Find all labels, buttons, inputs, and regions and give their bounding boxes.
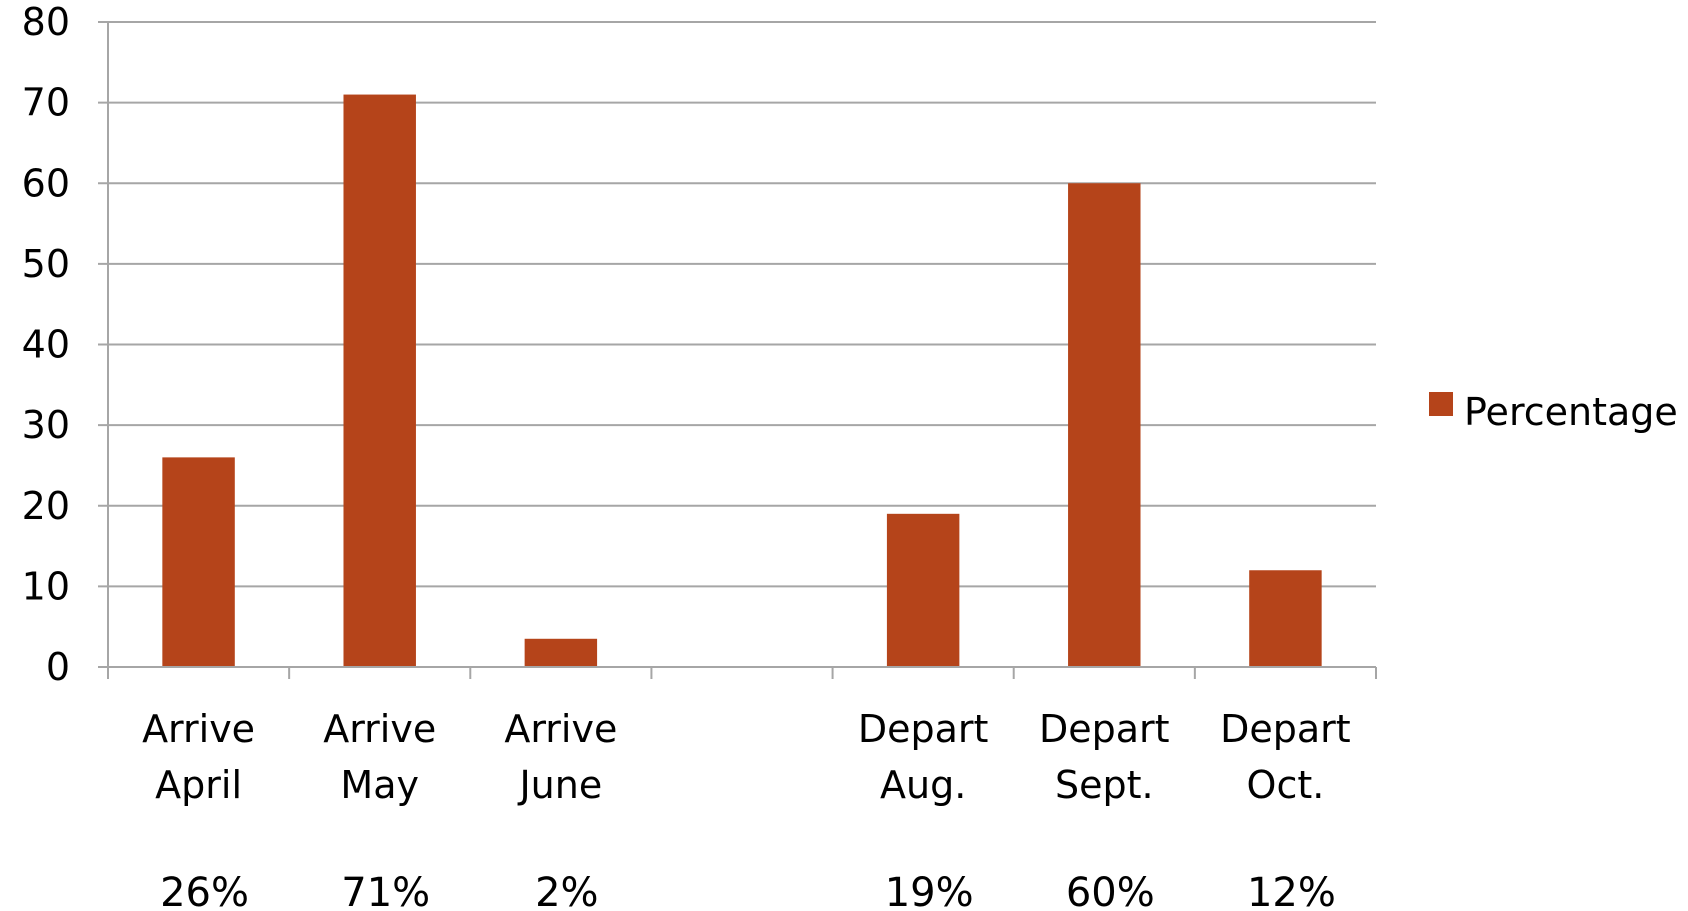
percentage-label: 19%	[885, 870, 974, 911]
x-category-label: Depart Oct.	[1220, 707, 1351, 807]
percentage-label: 71%	[341, 870, 430, 911]
x-category-label: Depart Sept.	[1039, 707, 1170, 807]
x-category-label: Arrive June	[504, 707, 617, 807]
percentage-label: 2%	[535, 870, 598, 911]
y-tick-label: 10	[22, 564, 70, 608]
bar	[162, 457, 235, 667]
bar	[886, 513, 960, 667]
bar	[343, 94, 416, 667]
legend-label: Percentage	[1464, 390, 1678, 434]
y-tick-label: 40	[22, 323, 70, 367]
gridlines	[108, 21, 1376, 588]
percentage-labels: 26% 71% 2% 19% 60% 12%	[160, 870, 1336, 911]
x-category-label: Arrive May	[323, 707, 436, 807]
y-tick-label: 30	[22, 403, 70, 447]
y-tick-label: 70	[22, 81, 70, 125]
y-tick-label: 50	[22, 242, 70, 286]
y-tick-label: 60	[22, 161, 70, 205]
bars	[162, 94, 1322, 667]
x-category-label: Depart Aug.	[858, 707, 989, 807]
legend-swatch	[1429, 392, 1453, 416]
bar	[1068, 183, 1141, 667]
legend: Percentage	[1429, 390, 1678, 434]
bar	[1249, 570, 1322, 667]
axes	[107, 22, 1377, 679]
y-tick-label: 20	[22, 484, 70, 528]
y-tick-label: 0	[46, 645, 70, 689]
x-axis-labels: Arrive April Arrive May Arrive June Depart Aug.…	[142, 707, 1351, 807]
percentage-label: 12%	[1247, 870, 1336, 911]
percentage-label: 60%	[1066, 870, 1155, 911]
x-category-label: Arrive April	[142, 707, 255, 807]
y-tick-label: 80	[22, 0, 70, 44]
y-axis-ticks: 0 10 20 30 40 50 60 70 80	[22, 0, 108, 689]
percentage-label: 26%	[160, 870, 249, 911]
bar	[524, 638, 598, 667]
